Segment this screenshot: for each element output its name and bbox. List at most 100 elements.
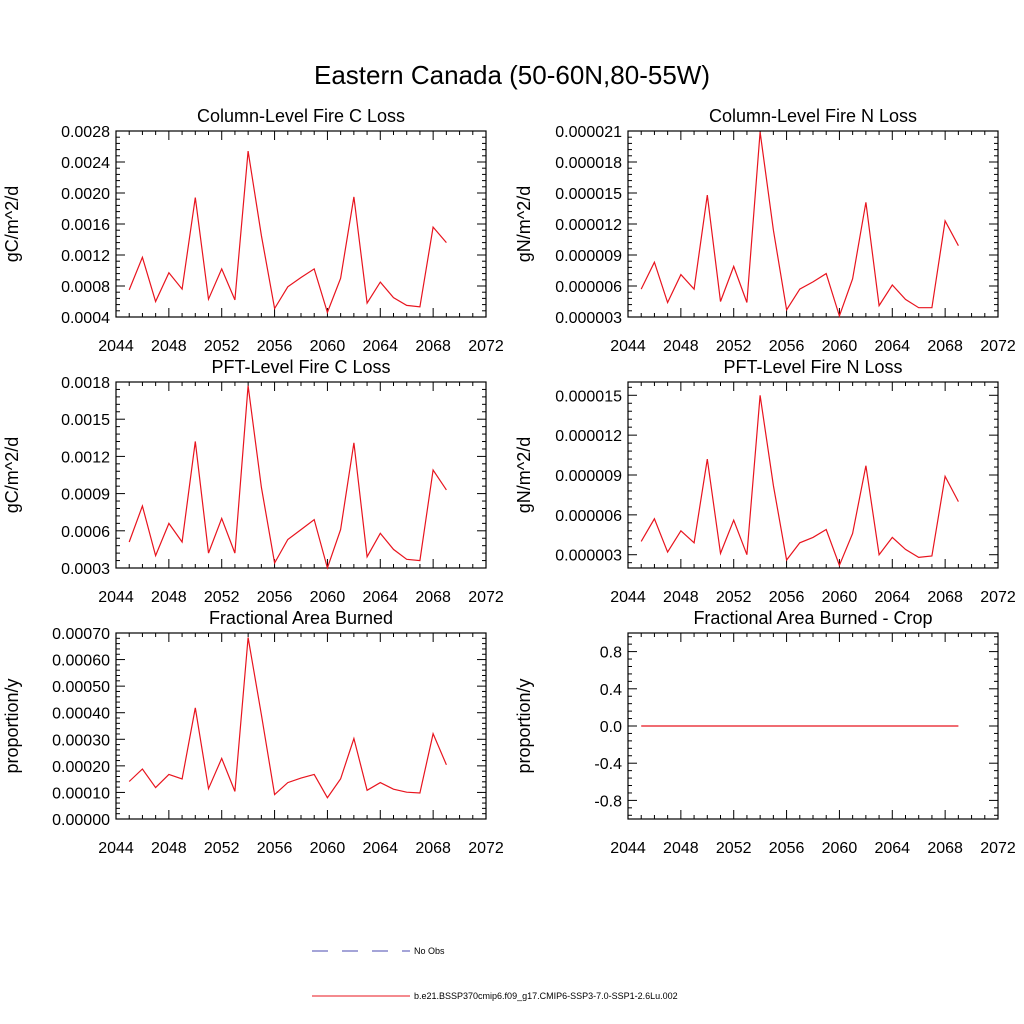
series-line xyxy=(128,151,447,315)
y-tick-label: 0.0016 xyxy=(61,217,110,234)
x-tick-label: 2052 xyxy=(716,840,752,857)
y-axis-label: gC/m^2/d xyxy=(2,186,22,262)
x-tick-label: 2064 xyxy=(362,840,398,857)
x-tick-label: 2060 xyxy=(310,338,346,355)
x-tick-label: 2072 xyxy=(468,840,504,857)
y-tick-label: 0.0020 xyxy=(61,186,110,203)
x-tick-label: 2044 xyxy=(98,338,134,355)
panels: Column-Level Fire C Loss 2044 2048 2052 2056… xyxy=(2,106,1016,857)
x-tick-label: 2052 xyxy=(204,589,240,606)
series-line xyxy=(128,385,447,571)
panel-2: Column-Level Fire N Loss 2044 2048 2052 2056… xyxy=(514,106,1016,355)
panel-3: PFT-Level Fire C Loss 2044 2048 2052 2056 206… xyxy=(2,357,504,606)
x-tick-label: 2068 xyxy=(415,589,451,606)
x-tick-label: 2056 xyxy=(769,840,805,857)
y-tick-label: 0.0028 xyxy=(61,124,110,141)
x-tick-label: 2044 xyxy=(610,840,646,857)
y-tick-label: 0.0012 xyxy=(61,449,110,466)
y-tick-label: 0.0015 xyxy=(61,412,110,429)
y-tick-label: 0.00050 xyxy=(52,679,110,696)
plot-frame xyxy=(115,632,487,820)
legend-entry: b.e21.BSSP370cmip6.f09_g17.CMIP6-SSP3-7.… xyxy=(312,991,678,1001)
y-axis-label: gN/m^2/d xyxy=(514,186,534,262)
panel-title: PFT-Level Fire N Loss xyxy=(723,357,902,377)
x-tick-label: 2072 xyxy=(468,338,504,355)
x-tick-label: 2068 xyxy=(927,589,963,606)
y-tick-label: 0.000006 xyxy=(555,508,622,525)
x-tick-label: 2056 xyxy=(769,589,805,606)
x-tick-label: 2056 xyxy=(769,338,805,355)
x-tick-label: 2056 xyxy=(257,338,293,355)
x-tick-label: 2044 xyxy=(98,589,134,606)
x-tick-label: 2052 xyxy=(716,589,752,606)
x-tick-label: 2056 xyxy=(257,589,293,606)
figure-title: Eastern Canada (50-60N,80-55W) xyxy=(314,60,710,90)
x-tick-label: 2068 xyxy=(927,840,963,857)
y-tick-label: 0.00040 xyxy=(52,706,110,723)
x-tick-label: 2068 xyxy=(415,840,451,857)
y-tick-label: 0.000015 xyxy=(555,186,622,203)
panel-title: Column-Level Fire N Loss xyxy=(709,106,917,126)
y-tick-label: -0.4 xyxy=(594,756,622,773)
y-tick-label: 0.00060 xyxy=(52,653,110,670)
x-tick-label: 2060 xyxy=(310,840,346,857)
legend-entry: No Obs xyxy=(312,946,445,956)
plot-frame xyxy=(115,381,487,569)
x-tick-label: 2048 xyxy=(663,589,699,606)
x-tick-label: 2064 xyxy=(874,338,910,355)
y-tick-label: 0.000015 xyxy=(555,388,622,405)
legend-label: b.e21.BSSP370cmip6.f09_g17.CMIP6-SSP3-7.… xyxy=(414,991,678,1001)
panel-5: Fractional Area Burned 2044 2048 2052 2056 20… xyxy=(2,608,504,857)
y-tick-label: 0.4 xyxy=(600,682,622,699)
y-tick-label: 0.000003 xyxy=(555,548,622,565)
panel-title: Column-Level Fire C Loss xyxy=(197,106,405,126)
x-tick-label: 2052 xyxy=(716,338,752,355)
y-axis-label: gN/m^2/d xyxy=(514,437,534,513)
y-tick-label: 0.0018 xyxy=(61,375,110,392)
x-tick-label: 2072 xyxy=(468,589,504,606)
x-tick-label: 2072 xyxy=(980,840,1016,857)
x-tick-label: 2052 xyxy=(204,338,240,355)
x-tick-label: 2044 xyxy=(610,338,646,355)
panel-title: Fractional Area Burned xyxy=(209,608,393,628)
x-tick-label: 2048 xyxy=(151,589,187,606)
x-tick-label: 2064 xyxy=(362,338,398,355)
y-tick-label: 0.000012 xyxy=(555,428,622,445)
x-tick-label: 2072 xyxy=(980,338,1016,355)
y-tick-label: 0.000009 xyxy=(555,248,622,265)
x-tick-label: 2068 xyxy=(415,338,451,355)
y-tick-label: 0.0012 xyxy=(61,248,110,265)
y-tick-label: 0.00070 xyxy=(52,626,110,643)
x-tick-label: 2064 xyxy=(874,589,910,606)
y-tick-label: 0.000009 xyxy=(555,468,622,485)
y-tick-label: 0.0003 xyxy=(61,561,110,578)
y-tick-label: 0.000021 xyxy=(555,124,622,141)
legend: No Obs b.e21.BSSP370cmip6.f09_g17.CMIP6-S… xyxy=(312,946,678,1001)
x-tick-label: 2064 xyxy=(874,840,910,857)
y-tick-label: 0.0008 xyxy=(61,279,110,296)
y-tick-label: -0.8 xyxy=(594,793,622,810)
y-axis-label: gC/m^2/d xyxy=(2,437,22,513)
panel-4: PFT-Level Fire N Loss 2044 2048 2052 2056 206… xyxy=(514,357,1016,606)
x-tick-label: 2044 xyxy=(610,589,646,606)
panel-title: PFT-Level Fire C Loss xyxy=(211,357,390,377)
x-tick-label: 2060 xyxy=(822,840,858,857)
x-tick-label: 2060 xyxy=(822,338,858,355)
y-tick-label: 0.0006 xyxy=(61,524,110,541)
x-tick-label: 2072 xyxy=(980,589,1016,606)
panel-title: Fractional Area Burned - Crop xyxy=(693,608,932,628)
series-line xyxy=(640,395,959,567)
x-tick-label: 2052 xyxy=(204,840,240,857)
x-tick-label: 2060 xyxy=(822,589,858,606)
series-line xyxy=(128,637,447,799)
panel-6: Fractional Area Burned - Crop 2044 2048 205… xyxy=(514,608,1016,857)
x-tick-label: 2056 xyxy=(257,840,293,857)
panel-1: Column-Level Fire C Loss 2044 2048 2052 2056… xyxy=(2,106,504,355)
y-axis-label: proportion/y xyxy=(2,678,22,773)
x-tick-label: 2060 xyxy=(310,589,346,606)
plot-frame xyxy=(627,381,999,569)
y-tick-label: 0.000003 xyxy=(555,310,622,327)
y-axis-label: proportion/y xyxy=(514,678,534,773)
y-tick-label: 0.00010 xyxy=(52,785,110,802)
